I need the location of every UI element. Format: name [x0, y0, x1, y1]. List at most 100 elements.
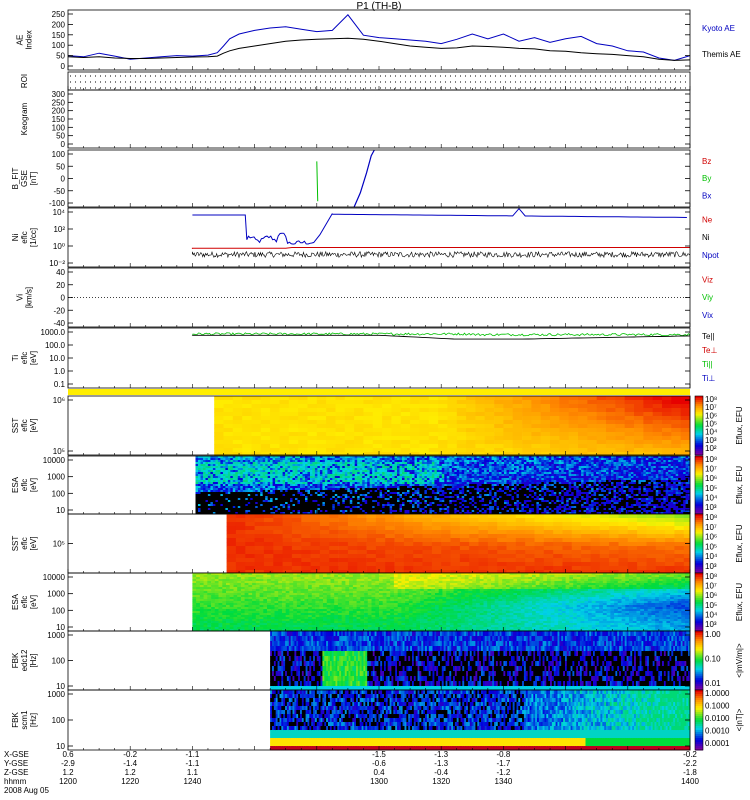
panel-10-cb-label: 10⁷ — [705, 582, 717, 591]
panel-9-ylabel: SST eflc [eV] — [11, 536, 38, 552]
xaxis-value: 0.6 — [62, 750, 74, 759]
panel-4-ytick-label: 10⁰ — [53, 242, 65, 251]
xaxis-value: -1.2 — [497, 768, 511, 777]
panel-9-cb-label: 10⁸ — [705, 513, 717, 522]
panel-4-legend-0: Ne — [702, 215, 713, 224]
panel-10-ytick-label: 100 — [52, 606, 66, 615]
panel-10-spectrogram — [192, 573, 691, 632]
xaxis-value: 1300 — [370, 777, 388, 786]
panel-2-ytick-label: 0 — [61, 140, 66, 149]
panel-7-cb-label: 10⁷ — [705, 403, 717, 412]
panel-9-ytick-label: 10⁵ — [53, 540, 65, 549]
xaxis-value: -0.4 — [434, 768, 448, 777]
panel-10-colorbar — [694, 572, 704, 632]
panel-7-ytick-label: 10⁵ — [53, 447, 65, 456]
panel-8-ytick-label: 10000 — [43, 456, 66, 465]
panel-9-cb-label: 10⁵ — [705, 542, 717, 551]
panel-0-legend-1: Themis AE — [702, 50, 741, 59]
panel-3-ytick-label: 100 — [52, 150, 66, 159]
panel-9-cb-label: 10⁶ — [705, 533, 717, 542]
panel-0-ytick-label: 50 — [56, 52, 65, 61]
xaxis-value: -1.1 — [186, 759, 200, 768]
panel-0-ytick-label: 0 — [61, 62, 66, 71]
panel-11-cb-title: <|mV/m|> — [735, 643, 744, 678]
panel-5-legend-0: Viz — [702, 275, 713, 284]
panel-12-ytick-label: 100 — [52, 716, 66, 725]
panel-4-ytick-label: 10² — [53, 225, 65, 234]
svg-text:[eV]: [eV] — [29, 351, 38, 365]
panel-6-legend-3: Ti⊥ — [702, 374, 715, 383]
panel-5-ylabel: Vi [km/s] — [16, 287, 34, 308]
panel-7-cb-label: 10⁴ — [705, 428, 718, 437]
panel-8-spectrogram — [195, 456, 691, 515]
panel-3-ytick-label: -100 — [49, 199, 66, 208]
panel-10-cb-label: 10⁸ — [705, 572, 717, 581]
xaxis-value: 1200 — [59, 777, 77, 786]
svg-text:[1/cc]: [1/cc] — [29, 228, 38, 247]
panel-6-ytick-label: 0.1 — [54, 380, 66, 389]
panel-3-ytick-label: 0 — [61, 175, 66, 184]
panel-7-ytick-label: 10⁶ — [53, 396, 65, 405]
panel-2-ytick-label: 200 — [52, 107, 66, 116]
panel-6-legend-0: Te|| — [702, 332, 715, 341]
panel-7-spectrogram — [214, 396, 691, 457]
xaxis-value: -0.2 — [123, 750, 137, 759]
panel-6-ytick-label: 1.0 — [54, 367, 66, 376]
panel-10-ytick-label: 10 — [56, 623, 65, 632]
panel-8-cb-label: 10⁶ — [705, 474, 717, 483]
te-par-trace — [191, 334, 691, 340]
svg-text:[nT]: [nT] — [29, 172, 38, 186]
ne-trace — [191, 247, 690, 249]
xaxis-value: 1400 — [681, 777, 699, 786]
xaxis-value: 1240 — [184, 777, 202, 786]
panel-12-colorbar — [694, 689, 704, 751]
ti-par-trace — [192, 332, 691, 337]
xaxis-value: -1.1 — [186, 750, 200, 759]
panel-5-ytick-label: 40 — [56, 268, 65, 277]
panel-3-frame — [67, 149, 691, 208]
panel-7-cb-label: 10⁶ — [705, 411, 717, 420]
panel-6-ytick-label: 10.0 — [49, 354, 65, 363]
xaxis-row-label-0: X-GSE — [4, 750, 29, 759]
panel-10-cb-label: 10⁵ — [705, 601, 717, 610]
panel-1-ylabel: ROI — [20, 74, 29, 88]
xaxis-value: -0.6 — [372, 759, 386, 768]
xaxis-value: 1.2 — [125, 768, 137, 777]
panel-12-ytick-label: 10 — [56, 742, 65, 751]
by-trace — [316, 161, 319, 202]
panel-11-cb-label: 1.00 — [705, 630, 721, 639]
panel-2-ytick-label: 150 — [52, 115, 66, 124]
xaxis-value: -1.3 — [434, 759, 448, 768]
panel-3-legend-1: By — [702, 174, 711, 183]
panel-8-ytick-label: 100 — [52, 489, 66, 498]
npot-trace — [192, 207, 687, 245]
svg-text:Ni: Ni — [11, 234, 20, 242]
panel-2-ytick-label: 300 — [52, 90, 66, 99]
panel-11-ylabel: FBK edc12 [Hz] — [11, 649, 38, 671]
panel-5-ytick-label: -40 — [53, 319, 65, 328]
xaxis-value: -2.9 — [61, 759, 75, 768]
panel-4-ytick-label: 10⁴ — [53, 208, 66, 217]
panel-12-cb-label: 0.1000 — [705, 702, 730, 711]
panel-6-legend-1: Te⊥ — [702, 346, 717, 355]
panel-12-ylabel: FBK scm1 [Hz] — [11, 710, 38, 730]
svg-text:Keogram: Keogram — [20, 102, 29, 135]
panel-6-legend-2: Ti|| — [702, 360, 713, 369]
panel-0-ytick-label: 150 — [52, 31, 66, 40]
panel-11-cb-label: 0.01 — [705, 679, 721, 688]
xaxis-row-label-2: Z-GSE — [4, 768, 28, 777]
xaxis-value: 1220 — [121, 777, 139, 786]
svg-text:B_FIT: B_FIT — [11, 167, 20, 189]
ae-series-0 — [67, 14, 691, 61]
panel-2-frame — [67, 89, 691, 149]
panel-10-cb-title: Eflux, EFU — [735, 583, 744, 621]
panel-6-ytick-label: 1000.0 — [41, 328, 66, 337]
panel-8-colorbar — [694, 455, 704, 515]
svg-text:[eV]: [eV] — [29, 418, 38, 432]
panel-9-spectrogram — [226, 514, 691, 575]
bx-trace — [353, 149, 375, 208]
panel-7-cb-label: 10³ — [705, 436, 717, 445]
svg-text:ROI: ROI — [20, 74, 29, 88]
panel-12-cb-title: <|nT|> — [735, 708, 744, 731]
panel-7-cb-label: 10⁵ — [705, 420, 717, 429]
